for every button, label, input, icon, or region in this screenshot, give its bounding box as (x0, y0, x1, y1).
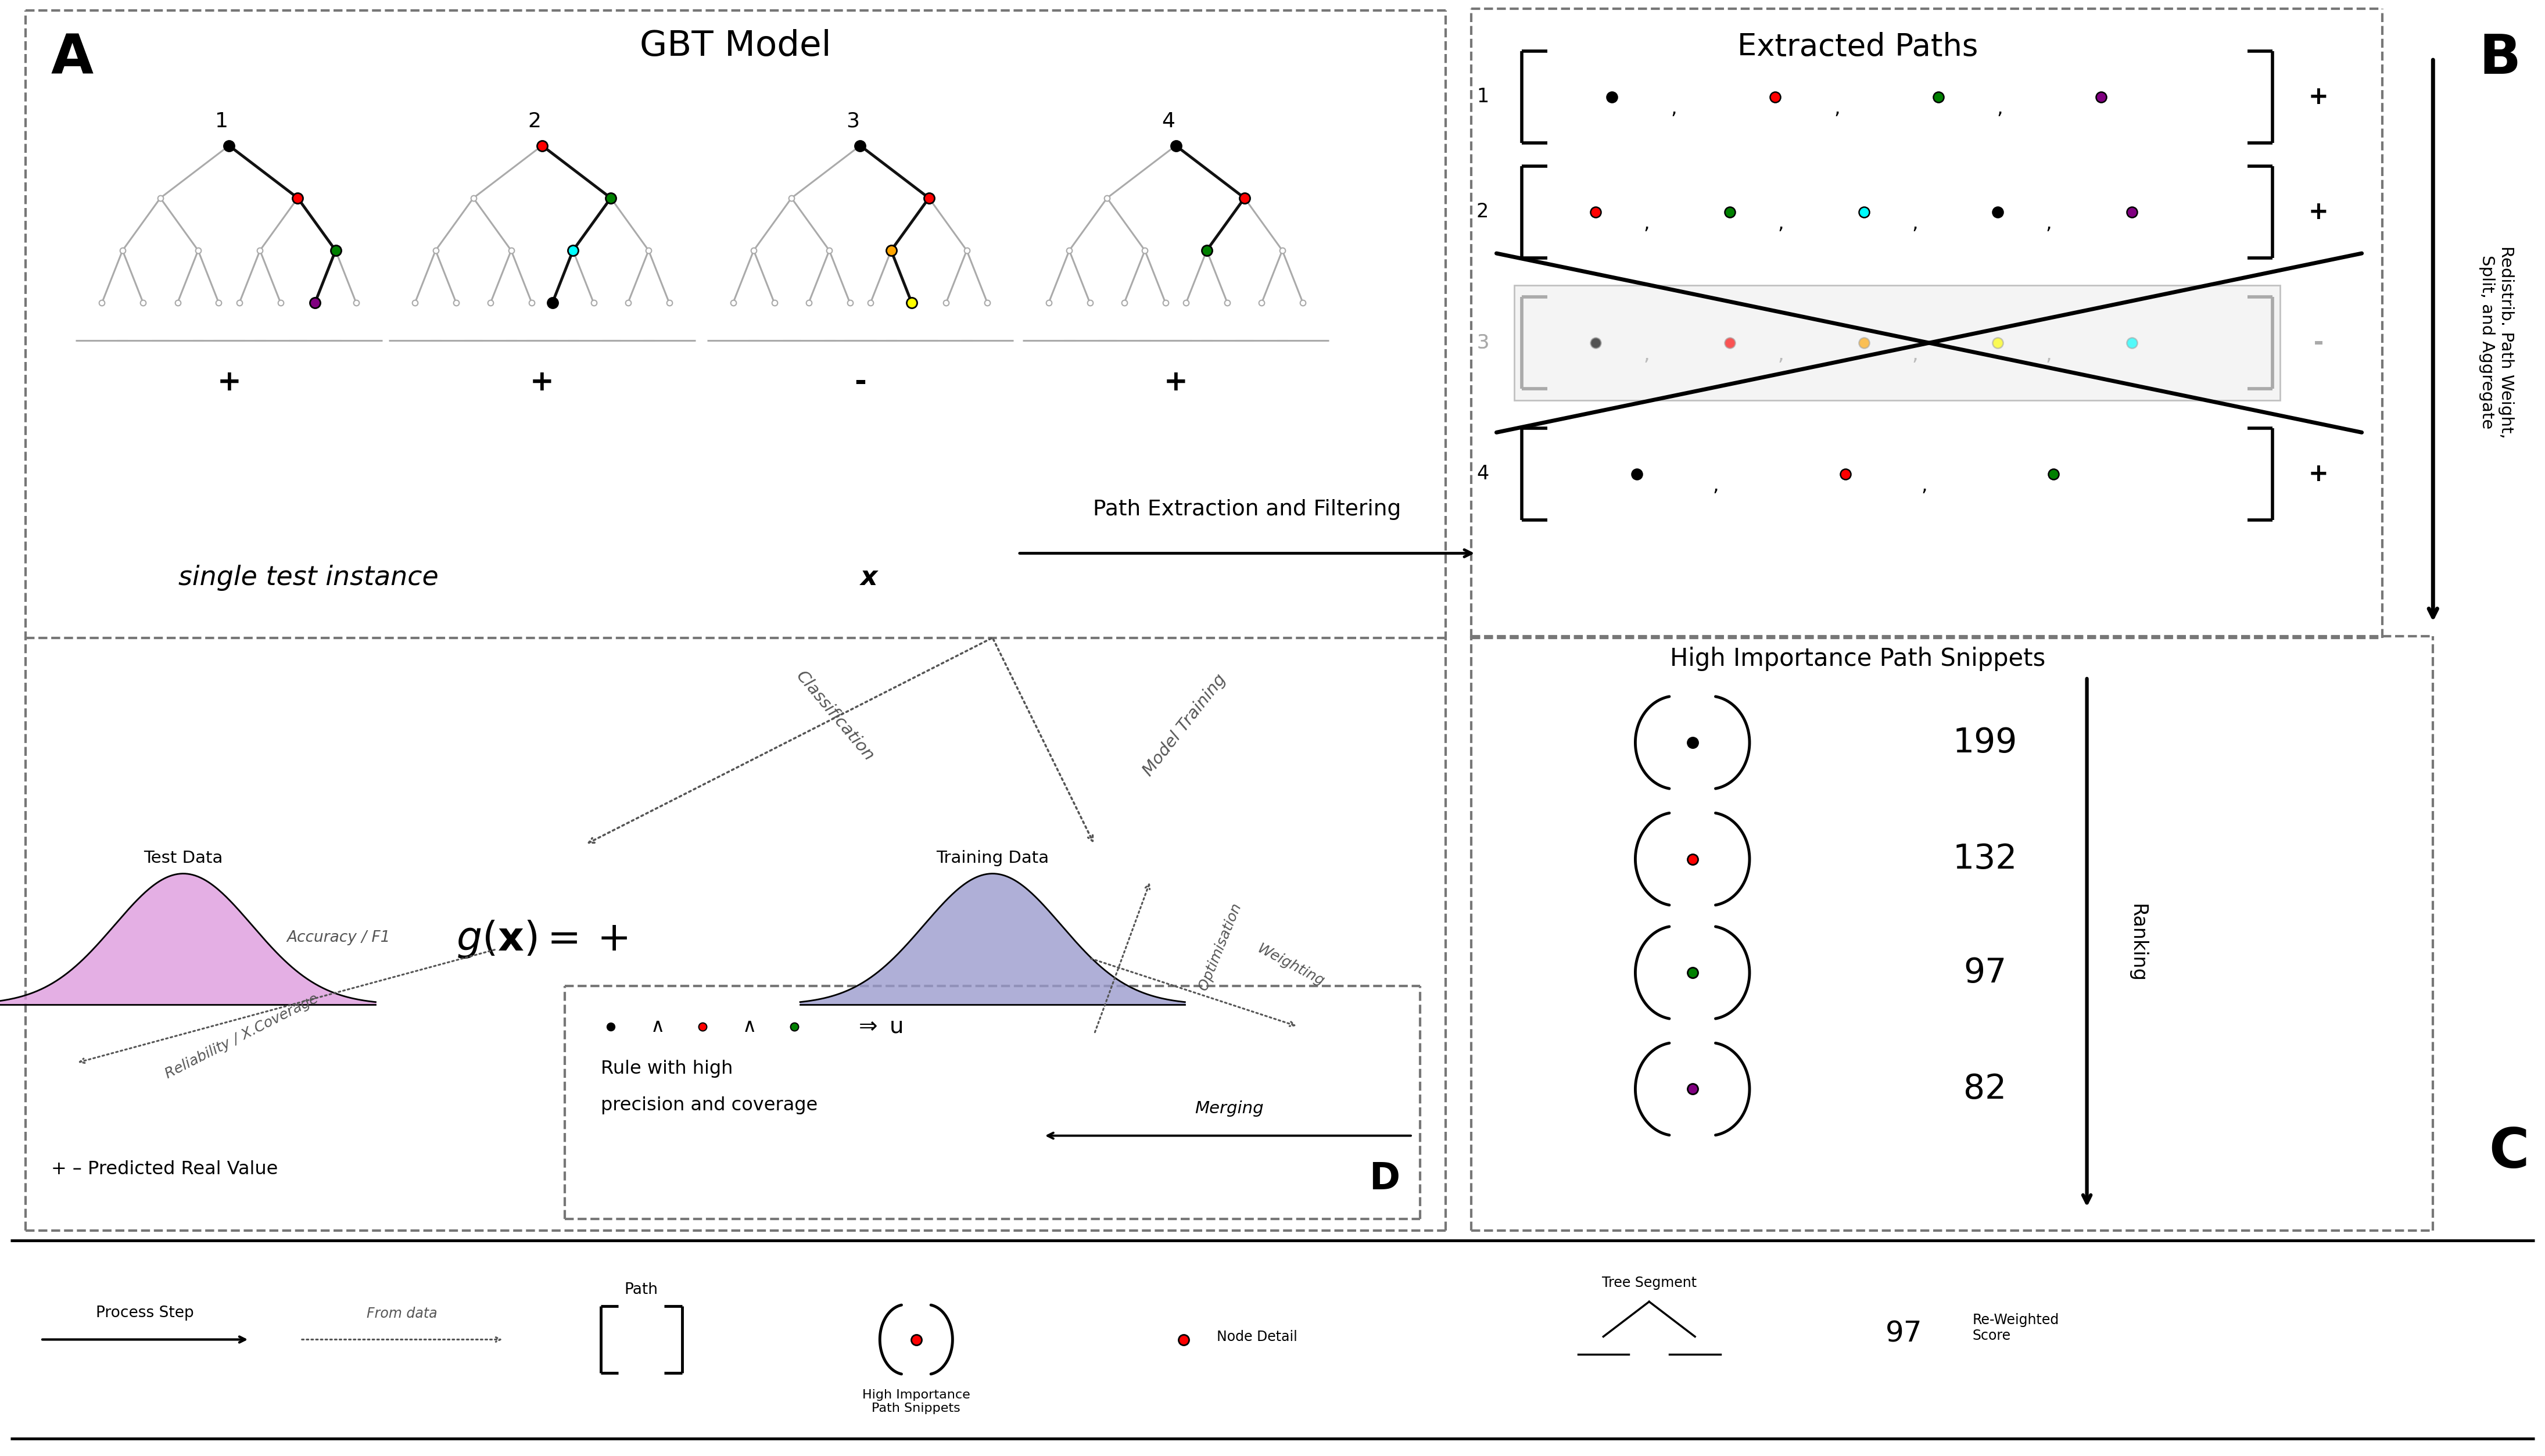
Text: ,: , (1644, 214, 1649, 233)
Text: Model Training: Model Training (1140, 671, 1229, 779)
Text: ,: , (1776, 345, 1784, 364)
Text: Reliability / X.Coverage: Reliability / X.Coverage (163, 992, 321, 1082)
Bar (1514, 285, 2280, 400)
Text: Redistrib. Path Weight,
Split, and Aggregate: Redistrib. Path Weight, Split, and Aggre… (2479, 246, 2514, 438)
Text: ,: , (1644, 345, 1649, 364)
Text: A: A (51, 32, 94, 86)
Text: ,: , (1644, 345, 1649, 364)
Text: +: + (216, 368, 242, 396)
Text: Re-Weighted
Score: Re-Weighted Score (1972, 1313, 2059, 1342)
Text: 97: 97 (1965, 957, 2005, 989)
Text: Tree Segment: Tree Segment (1601, 1275, 1698, 1290)
Text: +: + (2308, 462, 2329, 486)
Text: 132: 132 (1952, 843, 2018, 875)
Text: ,: , (1713, 476, 1718, 495)
Text: +: + (529, 368, 555, 396)
Text: Extracted Paths: Extracted Paths (1738, 32, 1977, 63)
Text: Node Detail: Node Detail (1217, 1329, 1298, 1344)
Text: 2: 2 (527, 111, 542, 131)
Text: ,: , (2046, 345, 2051, 364)
Text: 4: 4 (1476, 464, 1489, 483)
Text: -: - (855, 368, 865, 396)
Text: 1: 1 (1476, 87, 1489, 106)
Text: Process Step: Process Step (97, 1306, 193, 1321)
Text: ,: , (1911, 214, 1919, 233)
Text: 3: 3 (845, 111, 860, 131)
Text: From data: From data (366, 1306, 438, 1321)
Text: D: D (1369, 1160, 1400, 1197)
Text: ,: , (1776, 214, 1784, 233)
Text: 1: 1 (214, 111, 229, 131)
Text: C: C (2489, 1125, 2530, 1179)
Text: ,: , (1921, 476, 1927, 495)
Text: GBT Model: GBT Model (639, 29, 832, 64)
Text: High Importance
Path Snippets: High Importance Path Snippets (863, 1389, 970, 1414)
Text: Test Data: Test Data (143, 850, 224, 866)
Text: Path Extraction and Filtering: Path Extraction and Filtering (1092, 499, 1402, 520)
Text: single test instance: single test instance (178, 565, 448, 591)
Text: Rule with high: Rule with high (601, 1060, 733, 1077)
Text: ,: , (1835, 99, 1840, 118)
Text: ,: , (1776, 345, 1784, 364)
Text: 82: 82 (1965, 1073, 2005, 1105)
Text: ,: , (2046, 214, 2051, 233)
Text: 2: 2 (1476, 202, 1489, 221)
Text: +: + (2308, 84, 2329, 109)
Text: ,: , (2046, 345, 2051, 364)
Text: Ranking: Ranking (2128, 904, 2148, 983)
Text: 97: 97 (1886, 1319, 1921, 1348)
Text: High Importance Path Snippets: High Importance Path Snippets (1670, 646, 2046, 671)
Text: Weighting: Weighting (1255, 942, 1326, 989)
Text: -: - (2313, 331, 2324, 355)
Text: -: - (2313, 331, 2324, 355)
Text: Accuracy / F1: Accuracy / F1 (288, 930, 389, 945)
Text: precision and coverage: precision and coverage (601, 1096, 817, 1114)
Text: 199: 199 (1952, 727, 2018, 759)
Text: +: + (2308, 199, 2329, 224)
Text: Training Data: Training Data (937, 850, 1049, 866)
Text: Merging: Merging (1194, 1101, 1265, 1117)
Text: $\wedge$: $\wedge$ (741, 1016, 756, 1037)
Text: x: x (860, 565, 878, 591)
Text: Classification: Classification (791, 668, 878, 764)
Text: $\Rightarrow$ u: $\Rightarrow$ u (855, 1015, 901, 1038)
Text: ,: , (1670, 99, 1677, 118)
Text: $g(\mathbf{x}) = +$: $g(\mathbf{x}) = +$ (456, 919, 629, 960)
Text: 3: 3 (1476, 333, 1489, 352)
Text: ,: , (1998, 99, 2003, 118)
Text: $\wedge$: $\wedge$ (649, 1016, 664, 1037)
Text: Optimisation: Optimisation (1196, 901, 1245, 992)
Text: + – Predicted Real Value: + – Predicted Real Value (51, 1160, 277, 1178)
Text: ,: , (1911, 345, 1919, 364)
Text: +: + (1163, 368, 1189, 396)
Text: Path: Path (624, 1283, 659, 1297)
Text: ,: , (1911, 345, 1919, 364)
Text: 4: 4 (1161, 111, 1176, 131)
Text: B: B (2479, 32, 2520, 86)
Text: 3: 3 (1476, 333, 1489, 352)
